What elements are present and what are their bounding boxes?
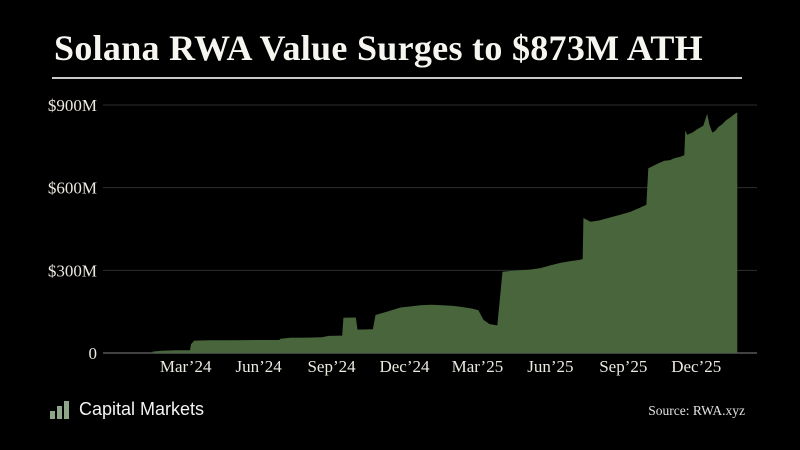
brand-name: Capital Markets	[79, 399, 205, 419]
x-axis-label: Mar’24	[160, 357, 212, 376]
source-credit: Source: RWA.xyz	[648, 403, 745, 418]
brand-logo: Capital Markets	[50, 399, 204, 420]
y-axis-label: $600M	[48, 179, 97, 198]
rwa-value-area	[152, 112, 738, 354]
title-underline	[52, 77, 742, 79]
chart-title: Solana RWA Value Surges to $873M ATH	[54, 28, 703, 68]
x-axis-label: Sep’24	[307, 357, 356, 376]
x-axis-label: Sep’25	[599, 357, 647, 376]
x-axis-label: Dec’24	[379, 357, 430, 376]
x-axis-label: Jun’24	[235, 357, 282, 376]
y-axis-label: 0	[89, 344, 98, 363]
x-axis-label: Dec’25	[671, 357, 721, 376]
x-axis-label: Mar’25	[452, 357, 504, 376]
x-axis-label: Jun’25	[527, 357, 573, 376]
y-axis-label: $900M	[48, 96, 97, 115]
bar-chart-icon	[50, 401, 69, 419]
y-axis-label: $300M	[48, 261, 97, 280]
